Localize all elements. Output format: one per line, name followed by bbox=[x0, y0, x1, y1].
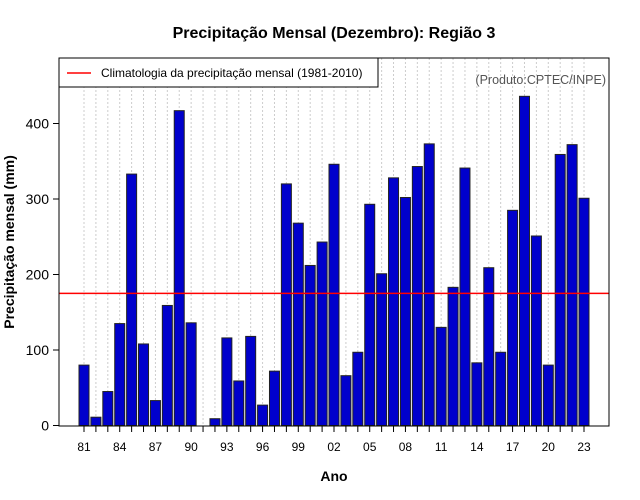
x-tick-label: 96 bbox=[256, 440, 270, 454]
bar-1988 bbox=[161, 304, 173, 426]
chart-title: Precipitação Mensal (Dezembro): Região 3 bbox=[173, 25, 496, 42]
bar-2006 bbox=[376, 273, 388, 426]
bar-2007 bbox=[388, 177, 400, 426]
x-tick-label: 11 bbox=[435, 440, 448, 454]
x-tick-label: 84 bbox=[113, 440, 127, 454]
x-tick-label: 20 bbox=[542, 440, 556, 454]
bar-2015 bbox=[483, 267, 495, 426]
x-tick-label: 23 bbox=[577, 440, 591, 454]
bar-1998 bbox=[280, 183, 292, 426]
credit-annotation: (Produto:CPTEC/INPE) bbox=[475, 73, 606, 87]
bar-1997 bbox=[268, 370, 280, 427]
bar-2005 bbox=[364, 203, 376, 426]
bar-2022 bbox=[566, 144, 578, 426]
x-tick-label: 17 bbox=[506, 440, 520, 454]
legend-label: Climatologia da precipitação mensal (198… bbox=[101, 66, 362, 80]
legend: Climatologia da precipitação mensal (198… bbox=[58, 57, 379, 88]
bar-1999 bbox=[292, 222, 304, 426]
x-tick-label: 87 bbox=[149, 440, 163, 454]
bar-1983 bbox=[102, 391, 114, 426]
x-tick-label: 14 bbox=[470, 440, 484, 454]
x-tick-label: 02 bbox=[327, 440, 341, 454]
bar-2010 bbox=[423, 143, 435, 426]
x-axis-label: Ano bbox=[320, 468, 347, 484]
x-tick-label: 81 bbox=[77, 440, 91, 454]
y-axis-label: Precipitação mensal (mm) bbox=[1, 155, 17, 329]
bar-2013 bbox=[459, 167, 471, 426]
bar-2009 bbox=[411, 166, 423, 426]
y-tick-label: 0 bbox=[41, 418, 49, 434]
bar-1985 bbox=[126, 173, 138, 426]
bar-2018 bbox=[518, 95, 530, 426]
y-axis: 0 100 200 300 400 bbox=[26, 116, 59, 434]
bar-2016 bbox=[495, 351, 507, 427]
y-tick-label: 100 bbox=[26, 342, 50, 358]
bar-2014 bbox=[471, 362, 483, 426]
bar-2020 bbox=[542, 364, 554, 427]
bar-2017 bbox=[507, 209, 519, 426]
bar-2002 bbox=[328, 163, 340, 427]
bar-1989 bbox=[173, 110, 185, 426]
bar-2021 bbox=[554, 153, 566, 427]
bar-2000 bbox=[304, 264, 316, 426]
x-tick-label: 05 bbox=[363, 440, 377, 454]
bar-1992 bbox=[209, 418, 221, 426]
y-tick-label: 400 bbox=[26, 116, 50, 132]
bar-2011 bbox=[435, 326, 447, 427]
bar-1990 bbox=[185, 322, 197, 427]
x-axis: 81 84 87 90 93 96 99 02 05 08 11 14 17 20 23 bbox=[77, 426, 591, 454]
bar-2023 bbox=[578, 197, 590, 426]
x-tick-label: 93 bbox=[220, 440, 234, 454]
y-tick-label: 300 bbox=[26, 191, 50, 207]
x-tick-label: 99 bbox=[292, 440, 306, 454]
bar-2004 bbox=[352, 351, 364, 427]
bar-1987 bbox=[149, 400, 161, 426]
bar-2008 bbox=[399, 196, 411, 426]
bar-2003 bbox=[340, 375, 352, 427]
bar-1982 bbox=[90, 416, 102, 427]
x-tick-label: 08 bbox=[399, 440, 413, 454]
bar-2001 bbox=[316, 241, 328, 426]
legend-box bbox=[58, 57, 379, 88]
bar-1993 bbox=[221, 337, 233, 427]
bar-1986 bbox=[138, 343, 150, 426]
x-tick-label: 90 bbox=[184, 440, 198, 454]
bar-2012 bbox=[447, 286, 459, 426]
bar-1984 bbox=[114, 323, 126, 427]
bar-1981 bbox=[78, 364, 90, 427]
bar-1995 bbox=[245, 335, 257, 426]
bar-1994 bbox=[233, 380, 245, 426]
y-tick-label: 200 bbox=[26, 267, 50, 283]
bar-2019 bbox=[530, 235, 542, 426]
bars bbox=[78, 95, 590, 427]
bar-1996 bbox=[257, 404, 269, 426]
